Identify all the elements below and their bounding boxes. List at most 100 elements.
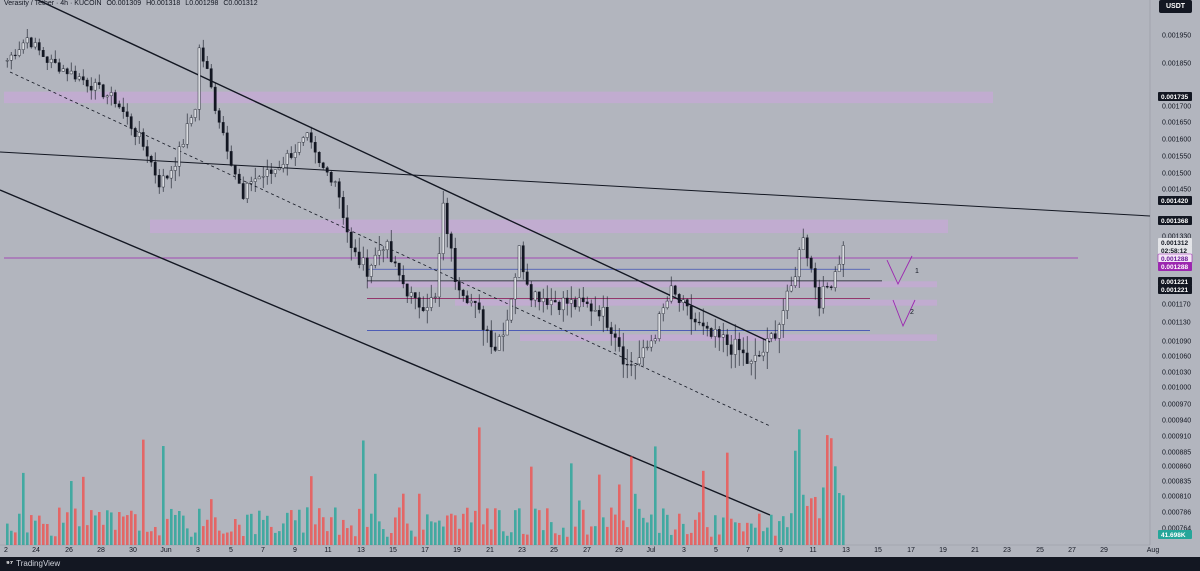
candle-body	[713, 329, 717, 337]
volume-bar	[150, 531, 153, 545]
candle-body	[97, 82, 101, 85]
x-tick-label: 30	[129, 547, 137, 554]
volume-bar	[578, 500, 581, 545]
y-tick-label: 0.001850	[1162, 61, 1191, 68]
volume-bar	[770, 514, 773, 545]
price-label-box	[1158, 530, 1192, 539]
candle-body	[21, 42, 25, 50]
candle-body	[585, 301, 589, 304]
volume-bar	[350, 525, 353, 545]
candle-body	[209, 68, 213, 88]
candle-body	[117, 103, 121, 108]
y-tick-label: 0.000940	[1162, 418, 1191, 425]
candle-body	[513, 277, 517, 300]
volume-bar	[818, 518, 821, 545]
volume-bar	[786, 527, 789, 545]
candle-body	[717, 329, 721, 338]
candle-body	[781, 310, 785, 325]
x-tick-label: 9	[779, 547, 783, 554]
volume-bar	[750, 523, 753, 545]
volume-bar	[490, 529, 493, 545]
volume-bar	[678, 513, 681, 545]
currency-badge[interactable]: USDT	[1159, 0, 1192, 13]
volume-bar	[470, 522, 473, 545]
y-tick-label: 0.001550	[1162, 154, 1191, 161]
volume-bar	[814, 496, 817, 545]
candle-body	[77, 76, 81, 80]
volume-bar	[94, 515, 97, 545]
candle-body	[801, 237, 805, 250]
volume-bar	[242, 536, 245, 545]
candle-body	[413, 292, 417, 298]
candle-body	[333, 181, 337, 183]
candle-body	[329, 172, 333, 183]
tradingview-brand: ⁹⁷ TradingView	[6, 559, 60, 568]
volume-bar	[130, 510, 133, 545]
candle-body	[29, 37, 33, 48]
candle-body	[681, 299, 685, 303]
volume-bar	[226, 532, 229, 545]
candle-body	[357, 251, 361, 265]
x-tick-label: 21	[971, 547, 979, 554]
volume-bar	[694, 519, 697, 545]
volume-bar	[258, 510, 261, 545]
price-label: 0.001735	[1161, 94, 1188, 101]
volume-bar	[482, 524, 485, 545]
candle-body	[361, 257, 365, 265]
volume-bar	[66, 512, 69, 545]
x-tick-label: 28	[97, 547, 105, 554]
candle-body	[201, 47, 205, 62]
candle-body	[381, 249, 385, 251]
candle-body	[569, 299, 573, 304]
support-resistance-zone	[150, 219, 948, 234]
x-tick-label: 3	[682, 547, 686, 554]
volume-bar	[574, 526, 577, 545]
candle-body	[37, 42, 41, 51]
candle-body	[645, 346, 649, 349]
x-tick-label: 29	[1100, 547, 1108, 554]
volume-bar	[158, 535, 161, 545]
volume-bar	[298, 509, 301, 545]
volume-bar	[706, 527, 709, 545]
candle-body	[741, 349, 745, 354]
volume-bar	[90, 510, 93, 545]
volume-bar	[782, 516, 785, 545]
support-resistance-zone	[455, 299, 937, 306]
volume-bar	[778, 521, 781, 545]
volume-bar	[10, 530, 13, 545]
volume-bar	[418, 493, 421, 545]
volume-bar	[754, 527, 757, 545]
volume-bar	[630, 456, 633, 545]
candle-body	[145, 146, 149, 157]
candle-body	[25, 37, 29, 44]
price-label-box	[1158, 196, 1192, 205]
candle-body	[465, 295, 469, 304]
volume-bar	[822, 487, 825, 545]
ohlc-open: O0.001309	[106, 0, 142, 7]
annotation-label: 2	[910, 309, 914, 316]
candle-body	[313, 142, 317, 153]
x-tick-label: 17	[907, 547, 915, 554]
candle-body	[377, 250, 381, 256]
candle-body	[489, 330, 493, 348]
candle-body	[93, 82, 97, 91]
candle-body	[525, 271, 529, 285]
candle-body	[161, 175, 165, 188]
volume-bar	[810, 498, 813, 545]
volume-bar	[330, 517, 333, 545]
volume-bar	[642, 517, 645, 545]
x-tick-label: 23	[1003, 547, 1011, 554]
candle-body	[729, 344, 733, 355]
volume-bar	[230, 531, 233, 545]
candle-body	[217, 110, 221, 123]
volume-bar	[538, 510, 541, 545]
volume-bar	[206, 519, 209, 545]
volume-bar	[514, 510, 517, 545]
volume-bar	[274, 532, 277, 545]
volume-bar	[450, 513, 453, 545]
volume-bar	[526, 534, 529, 545]
price-label-box	[1158, 246, 1192, 255]
candle-body	[653, 338, 657, 342]
candle-body	[597, 310, 601, 317]
